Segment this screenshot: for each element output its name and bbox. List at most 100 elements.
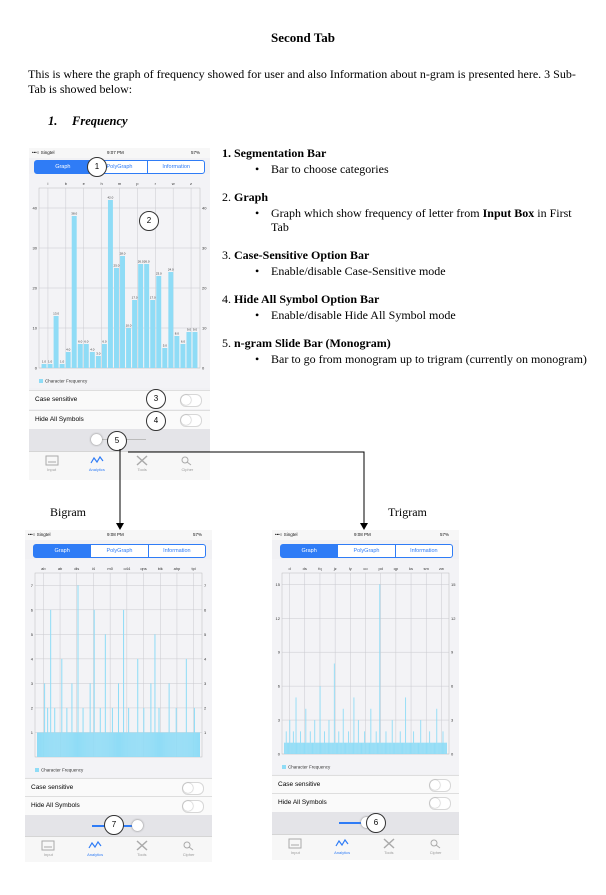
case-sensitive-row: Case sensitive [272, 775, 459, 794]
bar [422, 742, 423, 754]
tabbar-analytics-label: Analytics [334, 850, 351, 855]
tab-polygraph[interactable]: PolyGraph [92, 161, 149, 173]
bar [69, 732, 71, 757]
description-bullet: Graph which show frequency of letter fro… [222, 206, 590, 234]
ngram-slider-knob[interactable] [132, 820, 143, 831]
tab-polygraph[interactable]: PolyGraph [91, 545, 149, 557]
bar [366, 742, 368, 754]
bar [320, 742, 322, 754]
bar [356, 742, 358, 754]
status-bar: •••○ Singtel 9:08 PM 57% [25, 530, 212, 540]
bar [376, 742, 378, 754]
tab-graph[interactable]: Graph [34, 545, 92, 557]
bar [157, 732, 159, 757]
intro-paragraph: This is where the graph of frequency sho… [28, 67, 576, 96]
tabbar-tools[interactable]: Tools [120, 452, 165, 480]
bar [187, 732, 189, 757]
tabbar-input[interactable]: Input [29, 452, 74, 480]
bar [140, 732, 142, 757]
ngram-slider-knob[interactable] [91, 434, 102, 445]
bar [109, 732, 111, 757]
hide-symbols-toggle[interactable] [429, 797, 451, 810]
case-sensitive-toggle[interactable] [429, 779, 451, 792]
tab-information[interactable]: Information [162, 164, 190, 170]
bar [74, 732, 76, 757]
tabbar-input[interactable]: Input [25, 837, 72, 862]
bottom-tab-bar: Input Analytics Tools Cipher [25, 836, 212, 862]
bar [292, 731, 294, 754]
bar [80, 732, 82, 757]
bar [406, 742, 407, 754]
tabbar-cipher[interactable]: Cipher [165, 837, 212, 862]
case-sensitive-toggle[interactable] [182, 782, 204, 795]
bar [135, 732, 137, 757]
tabbar-analytics[interactable]: Analytics [319, 835, 366, 860]
tab-information[interactable]: Information [163, 548, 191, 554]
bar [360, 742, 362, 754]
bar [58, 732, 60, 757]
case-sensitive-label: Case sensitive [278, 781, 321, 788]
bar [436, 708, 438, 754]
bar [73, 732, 75, 757]
bar [65, 732, 67, 757]
bar [302, 742, 304, 754]
hide-symbols-toggle[interactable] [182, 800, 204, 813]
tabbar-analytics[interactable]: Analytics [74, 452, 119, 480]
bar [38, 732, 40, 757]
bar [406, 742, 408, 754]
bar [296, 742, 298, 754]
bar [373, 742, 374, 754]
bar [384, 742, 386, 754]
tabbar-cipher[interactable]: Cipher [165, 452, 210, 480]
bar [311, 742, 313, 754]
bar [129, 732, 131, 757]
tab-information[interactable]: Information [410, 548, 438, 554]
bar [284, 742, 286, 754]
tab-polygraph[interactable]: PolyGraph [338, 545, 396, 557]
top-tick-label: tpi [192, 566, 196, 571]
bar [192, 332, 198, 368]
bar [385, 731, 387, 754]
description-heading: 3. Case-Sensitive Option Bar [222, 248, 590, 262]
callout-5: 5 [107, 431, 127, 451]
bar [53, 732, 55, 757]
bar [116, 732, 118, 757]
tabbar-tools[interactable]: Tools [119, 837, 166, 862]
bar [123, 609, 125, 757]
legend-label: Character Frequency [45, 379, 88, 384]
bar [141, 732, 143, 757]
bar [398, 742, 399, 754]
tabbar-tools[interactable]: Tools [366, 835, 413, 860]
bar [62, 732, 64, 757]
y-tick-label: 3 [451, 718, 454, 723]
top-tick-label: m0 [107, 566, 113, 571]
bar [394, 742, 396, 754]
hide-symbols-toggle[interactable] [180, 414, 202, 427]
tab-graph[interactable]: Graph [281, 545, 339, 557]
bar [86, 732, 88, 757]
tabbar-input[interactable]: Input [272, 835, 319, 860]
bar [41, 364, 47, 368]
bar [144, 732, 146, 757]
bar [432, 742, 434, 754]
battery-label: 57% [439, 532, 449, 537]
bar [314, 720, 316, 754]
data-label: 4.0 [90, 348, 95, 352]
bar [363, 742, 365, 754]
bar [364, 731, 366, 754]
tabbar-cipher[interactable]: Cipher [412, 835, 459, 860]
tabbar-analytics[interactable]: Analytics [72, 837, 119, 862]
bar [361, 742, 363, 754]
bar [392, 742, 394, 754]
case-sensitive-toggle[interactable] [180, 394, 202, 407]
bar [351, 742, 353, 754]
bar [161, 732, 163, 757]
bar [389, 742, 390, 754]
bar [379, 584, 381, 754]
y-tick-label: 30 [202, 246, 207, 251]
top-tick-label: d [288, 566, 290, 571]
bar [341, 742, 343, 754]
bar [397, 742, 399, 754]
bar [166, 732, 168, 757]
bar [93, 609, 95, 757]
